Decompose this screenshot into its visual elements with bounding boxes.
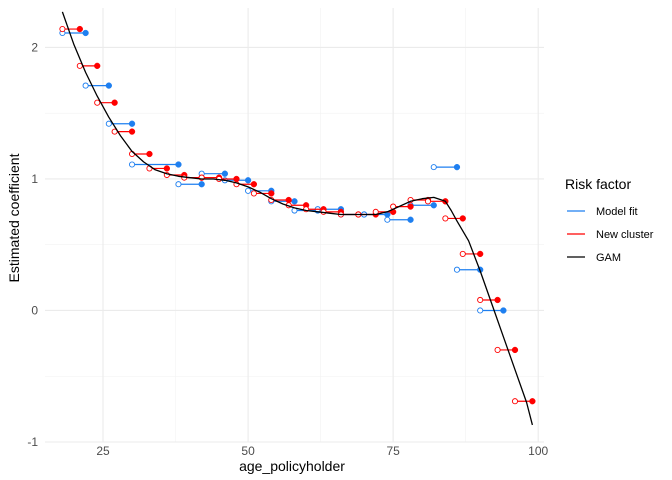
legend-item-gam: GAM [567, 252, 621, 264]
new-cluster-start-point [424, 198, 432, 205]
x-axis-label: age_policyholder [239, 458, 345, 474]
model-fit-end-point [291, 198, 298, 205]
model-fit-start-point [453, 266, 461, 273]
new-cluster-end-point [511, 346, 519, 354]
legend-label-gam: GAM [596, 252, 621, 264]
new-cluster-segment [59, 25, 83, 33]
y-tick-label: 2 [31, 40, 38, 54]
new-cluster-end-point [76, 25, 83, 33]
model-fit-end-point [453, 163, 461, 171]
new-cluster-segment [511, 398, 536, 405]
grid [45, 8, 544, 443]
model-fit-segment [384, 216, 414, 223]
model-fit-start-point [105, 120, 112, 127]
new-cluster-start-point [477, 296, 484, 304]
new-cluster-end-point [459, 215, 466, 222]
model-fit-segment [128, 161, 182, 168]
new-cluster-end-point [94, 62, 101, 70]
new-cluster-end-point [494, 296, 501, 304]
y-axis-label: Estimated coefficient [6, 153, 22, 282]
gam-line [61, 11, 534, 426]
new-cluster-start-point [494, 346, 501, 353]
new-cluster-start-point [59, 25, 66, 33]
model-fit-start-point [245, 187, 252, 194]
x-tick-label: 100 [528, 444, 548, 458]
new-cluster-segment [111, 128, 136, 135]
y-tick-label: 0 [31, 303, 38, 317]
new-cluster-segment [94, 99, 118, 106]
model-fit-end-point [430, 202, 437, 209]
new-cluster-end-point [529, 398, 536, 405]
new-cluster-start-point [250, 190, 257, 197]
new-cluster-end-point [163, 165, 170, 172]
model-fit-start-point [128, 161, 136, 168]
model-fit-end-point [407, 216, 414, 223]
model-fit-end-point [175, 161, 182, 168]
model-fit-start-point [82, 82, 89, 89]
legend-item-new-cluster: New cluster [567, 229, 654, 241]
new-cluster-end-point [250, 181, 258, 188]
new-cluster-end-point [146, 150, 153, 158]
new-cluster-start-point [442, 215, 449, 222]
new-cluster-segment [459, 250, 484, 258]
x-tick-label: 75 [386, 444, 400, 458]
new-cluster-end-point [233, 175, 240, 183]
x-tick-label: 50 [241, 444, 255, 458]
legend: Risk factor Model fit New cluster GAM [565, 176, 654, 264]
legend-label-model-fit: Model fit [596, 206, 638, 218]
model-fit-start-point [430, 164, 437, 171]
x-tick-label: 25 [96, 444, 110, 458]
new-cluster-start-point [94, 99, 101, 106]
new-cluster-end-point [407, 203, 414, 210]
model-fit-segment [175, 181, 205, 188]
new-cluster-end-point [111, 99, 118, 106]
model-fit-end-point [82, 29, 89, 37]
new-cluster-end-point [285, 196, 292, 204]
new-cluster-segment [494, 346, 519, 354]
legend-item-model-fit: Model fit [567, 206, 638, 218]
model-fit-end-point [198, 181, 205, 188]
model-fit-end-point [500, 307, 507, 314]
new-cluster-start-point [511, 398, 519, 405]
legend-title: Risk factor [565, 176, 631, 192]
model-fit-start-point [175, 181, 182, 188]
new-cluster-start-point [459, 250, 466, 257]
new-cluster-segment [76, 62, 101, 70]
new-cluster-segment [442, 215, 466, 222]
cluster-segments [59, 25, 536, 405]
model-fit-start-point [384, 216, 391, 223]
model-fit-segment [477, 307, 507, 314]
model-fit-segment [105, 120, 136, 127]
new-cluster-segment [477, 296, 501, 304]
model-fit-segment [430, 163, 461, 171]
model-fit-end-point [244, 177, 252, 184]
new-cluster-end-point [128, 128, 136, 135]
y-tick-labels: -1 0 1 2 [27, 40, 38, 449]
new-cluster-end-point [477, 250, 484, 258]
model-fit-end-point [128, 120, 136, 127]
y-tick-label: 1 [31, 172, 38, 186]
legend-label-new-cluster: New cluster [596, 229, 654, 241]
model-fit-end-point [105, 82, 112, 89]
new-cluster-end-point [268, 190, 275, 197]
x-tick-labels: 25 50 75 100 [96, 444, 548, 458]
model-fit-start-point [477, 307, 484, 314]
model-fit-segment [82, 82, 112, 89]
model-fit-end-point [221, 170, 229, 177]
gam-curve [61, 11, 534, 426]
y-tick-label: -1 [27, 435, 38, 449]
